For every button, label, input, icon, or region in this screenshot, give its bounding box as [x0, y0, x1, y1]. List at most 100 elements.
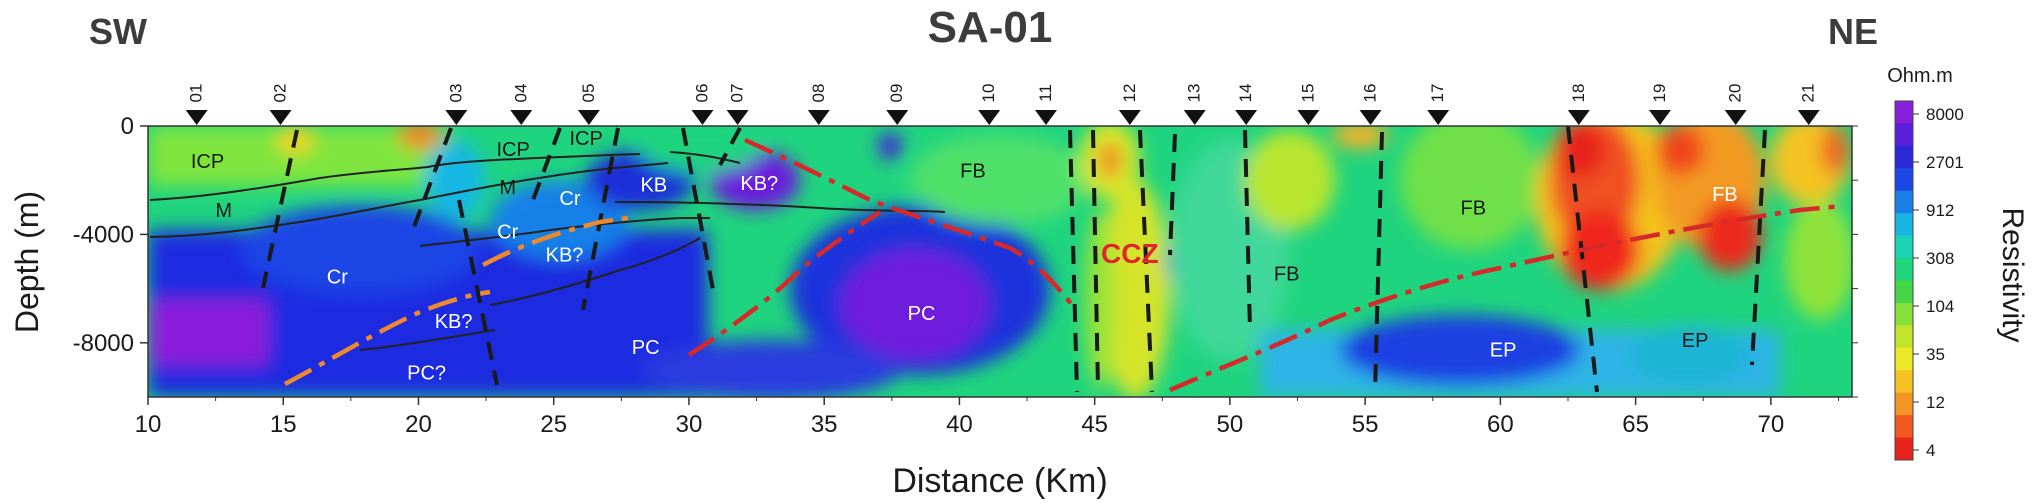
colorbar-tick-label: 2701 [1926, 153, 1964, 172]
colorbar: Ohm.m 8000 2701 912 308 104 35 12 4 Resistivity [1887, 65, 2029, 461]
station-label: 10 [979, 84, 998, 103]
region-label: M [629, 88, 646, 110]
x-axis: 10 15 20 25 30 35 40 45 50 55 60 65 70 [135, 397, 1839, 438]
station-triangle [1235, 110, 1258, 125]
colorbar-tick-label: 35 [1926, 345, 1945, 364]
station-label: 08 [809, 84, 828, 103]
station-label: 13 [1185, 84, 1204, 103]
x-tick-label: 50 [1217, 411, 1244, 438]
station-triangle [1034, 110, 1057, 125]
colorbar-swatch [1895, 302, 1913, 326]
station-label: 01 [187, 84, 206, 103]
x-tick-label: 15 [270, 411, 297, 438]
plot-frame [147, 125, 1853, 398]
region-label: M [499, 177, 516, 199]
colorbar-swatch [1895, 190, 1913, 214]
plot-area: ICP M ICP ICP M M Cr KB KB? Cr KB? Cr KB? PC PC? PC FB CC… [148, 88, 1852, 397]
station-triangle [269, 110, 292, 125]
region-label: M [215, 200, 232, 222]
station-label: 11 [1036, 84, 1055, 102]
region-label: FB [1461, 197, 1487, 219]
region-label: ICP [191, 151, 224, 173]
fault-lines [261, 126, 1767, 393]
ccz-boundaries [687, 137, 1843, 393]
x-tick-label: 35 [811, 411, 838, 438]
region-label: EP [1682, 330, 1709, 352]
station-label: 02 [271, 84, 290, 103]
region-label: PC? [407, 363, 446, 385]
station-triangle [510, 110, 533, 125]
region-annotations: ICP M ICP ICP M M Cr KB KB? Cr KB? Cr KB? PC PC? PC FB CC… [191, 88, 1738, 385]
left-direction-label: SW [89, 11, 147, 52]
colorbar-swatch [1895, 168, 1913, 192]
colorbar-tick-label: 4 [1926, 441, 1935, 460]
x-tick-label: 30 [676, 411, 703, 438]
station-triangle [691, 110, 714, 125]
station-label: 21 [1799, 84, 1818, 103]
colorbar-swatch [1895, 437, 1913, 461]
colorbar-label: Resistivity [1996, 207, 2029, 342]
y-axis-label: Depth (m) [9, 191, 45, 333]
resistivity-blobs [148, 126, 1852, 397]
region-label: PC [908, 303, 936, 325]
station-label: 04 [511, 84, 530, 103]
station-triangle [1183, 110, 1206, 125]
colorbar-tick-label: 308 [1926, 249, 1954, 268]
region-label: Cr [327, 266, 348, 288]
station-triangle [807, 110, 830, 125]
station-label: 14 [1236, 84, 1255, 103]
station-label: 09 [887, 84, 906, 103]
station-label: 19 [1650, 84, 1669, 103]
y-tick-label: 0 [121, 113, 134, 140]
y-tick-label: -4000 [73, 221, 134, 248]
colorbar-scale [1895, 101, 1913, 461]
x-tick-label: 65 [1622, 411, 1649, 438]
region-label: Cr [559, 188, 580, 210]
station-label: 20 [1726, 84, 1745, 103]
colorbar-swatch [1895, 213, 1913, 237]
region-label: KB [640, 174, 667, 196]
colorbar-tick-label: 912 [1926, 201, 1954, 220]
colorbar-swatch [1895, 370, 1913, 394]
region-label: KB? [546, 245, 584, 267]
station-label: 12 [1120, 84, 1139, 103]
x-tick-label: 40 [946, 411, 973, 438]
colorbar-swatch [1895, 347, 1913, 371]
colorbar-swatch [1895, 145, 1913, 169]
colorbar-swatch [1895, 258, 1913, 281]
station-label: 07 [728, 84, 747, 103]
region-label: ICP [569, 128, 602, 150]
colorbar-frame [1894, 100, 1914, 461]
region-label: FB [960, 161, 986, 183]
station-triangle [1724, 110, 1747, 125]
x-tick-label: 60 [1487, 411, 1514, 438]
colorbar-swatch [1895, 280, 1913, 304]
station-triangle [185, 110, 208, 125]
region-label: CCZ [1101, 238, 1159, 269]
station-triangle [577, 110, 600, 125]
station-triangle [1567, 110, 1590, 125]
orange-boundaries [283, 215, 629, 386]
station-triangle [1648, 110, 1671, 125]
region-label: KB? [435, 311, 473, 333]
x-tick-label: 10 [135, 411, 162, 438]
x-tick-label: 55 [1352, 411, 1379, 438]
colorbar-swatch [1895, 392, 1913, 416]
region-label: FB [1274, 264, 1300, 286]
region-label: PC [632, 337, 660, 359]
colorbar-tick-label: 8000 [1926, 105, 1964, 124]
station-triangle [978, 110, 1001, 125]
station-triangle [445, 110, 468, 125]
station-label: 06 [692, 84, 711, 103]
region-label: ICP [496, 139, 529, 161]
region-label: KB? [740, 173, 778, 195]
station-label: 05 [579, 84, 598, 103]
station-triangle [1797, 110, 1820, 125]
station-label: 03 [446, 84, 465, 103]
station-triangle [886, 110, 909, 125]
region-label: FB [1712, 184, 1738, 206]
station-triangle [1118, 110, 1141, 125]
chart-title: SA-01 [928, 3, 1053, 52]
colorbar-unit: Ohm.m [1887, 65, 1953, 87]
station-label: 16 [1361, 84, 1380, 103]
